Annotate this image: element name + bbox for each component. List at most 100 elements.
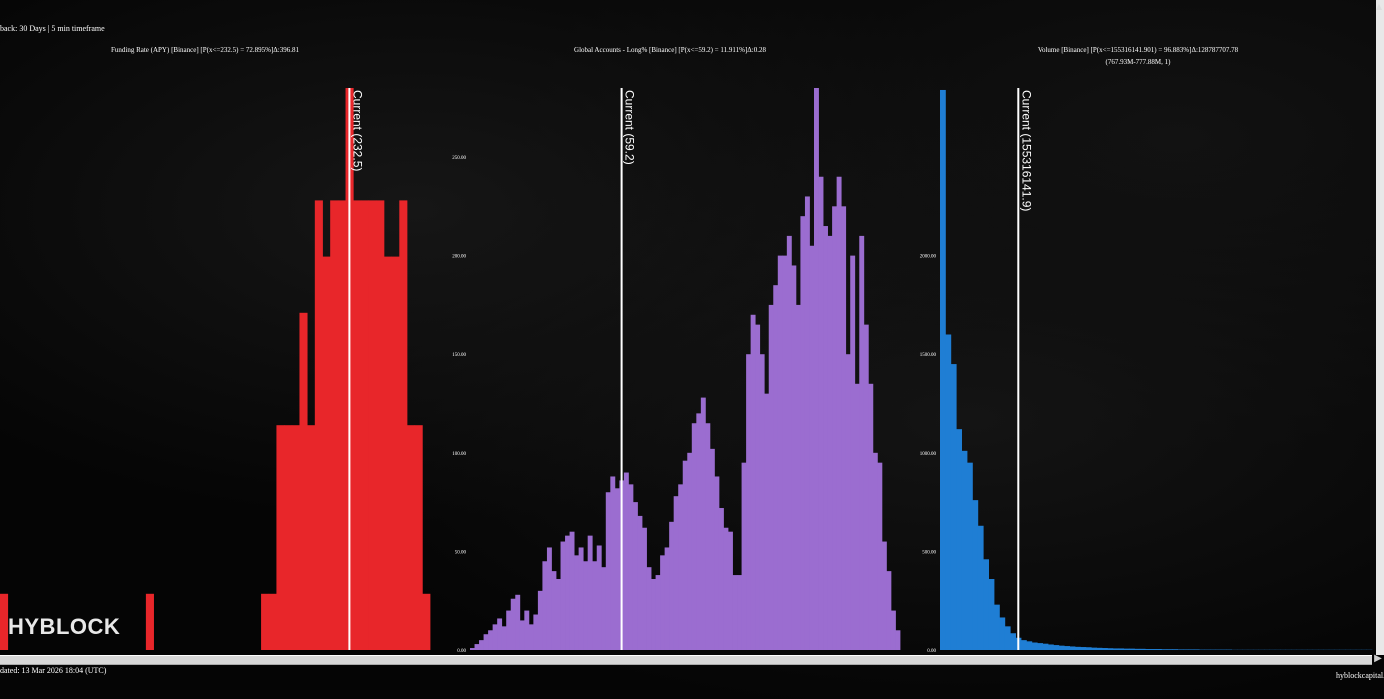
histogram-bar: [470, 648, 475, 650]
histogram-bar: [1042, 643, 1049, 650]
histogram-bar: [524, 610, 530, 650]
histogram-bar: [583, 561, 589, 650]
histogram-bar: [854, 383, 860, 650]
histogram-bar: [977, 525, 984, 650]
histogram-bar: [823, 226, 828, 651]
histogram-bar: [818, 176, 824, 651]
histogram-bar: [533, 614, 539, 650]
histogram-bar: [519, 620, 525, 650]
histogram-bar: [1118, 648, 1124, 650]
histogram-bar: [596, 545, 602, 650]
scroll-up-arrow-icon[interactable]: ▲: [1375, 2, 1383, 11]
histogram-bar: [777, 255, 783, 651]
histogram-bar: [1085, 647, 1092, 650]
histogram-bar: [1037, 643, 1043, 650]
scroll-right-arrow-icon[interactable]: ▶: [1374, 653, 1382, 664]
histogram-bar: [691, 423, 697, 650]
histogram-bar: [0, 593, 9, 650]
histogram-bar: [1172, 649, 1178, 650]
updated-timestamp: dated: 13 Mar 2026 18:04 (UTC): [0, 666, 107, 675]
horizontal-scrollbar[interactable]: [0, 655, 1372, 665]
histogram-bar: [660, 555, 666, 650]
histogram-bar: [983, 559, 989, 650]
histogram-bar: [574, 555, 580, 650]
histogram-bar: [863, 324, 869, 650]
histogram-bar: [1058, 645, 1065, 650]
site-url: hyblockcapital.com: [1336, 671, 1384, 680]
histogram-bar: [542, 561, 548, 650]
y-tick-label: 100.00: [452, 452, 466, 457]
histogram-bar: [737, 575, 742, 650]
histogram-bar: [1069, 646, 1076, 650]
histogram-bar: [940, 89, 946, 651]
histogram-bar: [1134, 648, 1141, 650]
histogram-bar: [994, 604, 1000, 650]
histogram-bar: [483, 634, 489, 650]
histogram-bar: [353, 200, 362, 650]
histogram-bar: [718, 508, 724, 650]
histogram-bar: [709, 448, 715, 650]
y-tick-label: 0.00: [457, 649, 466, 654]
histogram-bar: [687, 452, 693, 650]
histogram-bar: [383, 256, 393, 650]
histogram-bar: [642, 527, 647, 650]
histogram-bar: [673, 496, 679, 650]
histogram-bar: [488, 630, 494, 650]
histogram-bar: [578, 547, 584, 650]
histogram-bar: [1166, 649, 1173, 650]
histogram-bar: [314, 200, 323, 650]
histogram-bar: [376, 200, 385, 650]
histogram-bar: [836, 176, 842, 651]
histogram-bar: [1048, 644, 1054, 650]
histogram-bar: [628, 484, 634, 650]
lookback-caption: back: 30 Days | 5 min timeframe: [0, 24, 105, 33]
histogram-bar: [506, 610, 512, 650]
histogram-bar: [546, 547, 552, 650]
histogram-bar: [479, 640, 484, 650]
histogram-bar: [651, 579, 656, 650]
histogram-bar: [723, 527, 729, 650]
histogram-bar: [746, 354, 752, 650]
histogram-bar: [515, 594, 521, 650]
histogram-bar: [1102, 648, 1108, 650]
histogram-bar: [587, 535, 593, 650]
histogram-bar: [950, 364, 957, 650]
y-tick-label: 500.00: [922, 550, 936, 555]
histogram-bar: [261, 593, 270, 650]
histogram-bar: [610, 476, 616, 650]
histogram-bar: [337, 200, 346, 650]
histogram-bar: [360, 200, 369, 650]
histogram-bar: [700, 397, 706, 650]
histogram-bar: [646, 567, 652, 650]
histogram-bar: [728, 531, 733, 650]
histogram-bar: [1183, 649, 1189, 650]
histogram-bar: [827, 235, 833, 650]
histogram-bar: [886, 571, 892, 650]
y-tick-label: 50.00: [455, 550, 467, 555]
histogram-bar: [406, 425, 416, 650]
histogram-bar: [714, 476, 720, 650]
histogram-bar: [881, 541, 887, 650]
histogram-bar: [632, 502, 638, 650]
histogram-bar: [895, 630, 901, 650]
histogram-bar: [492, 624, 498, 650]
histogram-bar: [773, 285, 779, 650]
histogram-bar: [1091, 647, 1097, 650]
histogram-bar: [809, 245, 815, 650]
histogram-bar: [1123, 648, 1130, 650]
histogram-bar: [556, 579, 561, 650]
histogram-bar: [291, 425, 300, 650]
histogram-bar: [1010, 633, 1016, 650]
histogram-bar: [682, 460, 688, 650]
histogram-bar: [528, 624, 534, 650]
histogram-bar: [1026, 641, 1033, 650]
histogram-bar: [569, 531, 575, 650]
vertical-scrollbar[interactable]: [1376, 0, 1384, 655]
histogram-bar: [1031, 642, 1038, 650]
histogram-bar: [786, 235, 792, 650]
histogram-bar: [537, 590, 543, 650]
histogram-bar: [664, 547, 670, 650]
histogram-bar: [972, 500, 979, 650]
histogram-bar: [877, 462, 883, 650]
